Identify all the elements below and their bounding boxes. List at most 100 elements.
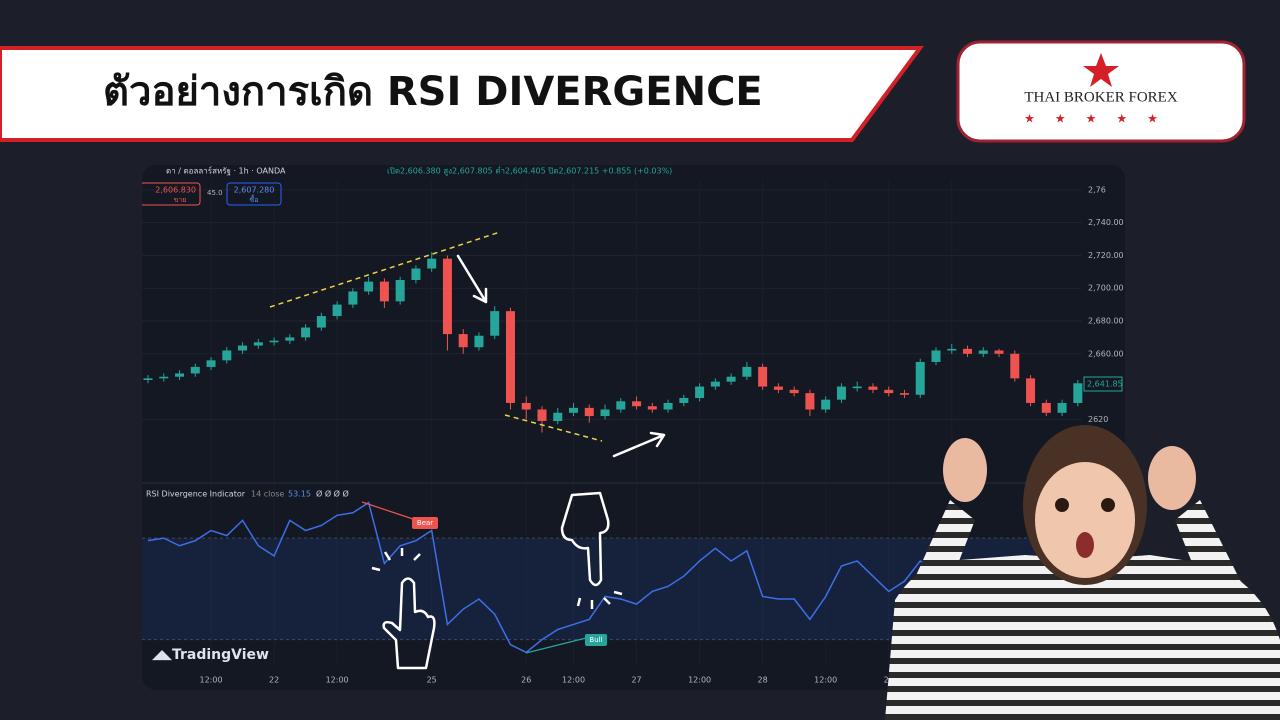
candle-body: [868, 386, 878, 390]
candle-body: [1057, 402, 1067, 413]
candle-body: [285, 337, 295, 341]
right-hand: [1148, 446, 1196, 510]
candle-body: [994, 350, 1004, 354]
x-tick-label: 28: [758, 676, 768, 685]
logo-name: THAI BROKER FOREX: [1024, 89, 1178, 105]
y-tick-label: 2,76: [1088, 185, 1106, 194]
sell-label: ขาย: [174, 196, 187, 204]
hand-up: [382, 577, 436, 670]
sell-box: [142, 182, 201, 206]
x-tick-label: 27: [631, 676, 641, 685]
logo-star: [1083, 53, 1119, 87]
left-hand: [943, 438, 987, 502]
y-tick-label: 2,700.00: [1088, 284, 1124, 293]
candle-body: [395, 280, 405, 302]
y-tick-label: 2,720.00: [1088, 251, 1124, 260]
spread: 45.0: [207, 189, 223, 197]
candle-body: [947, 348, 957, 351]
candle-body: [269, 340, 279, 343]
logo-stars: ★★★★★: [1024, 112, 1178, 126]
candle-body: [521, 402, 531, 410]
bear-tag: [412, 517, 438, 529]
candle-body: [569, 407, 579, 413]
left-sleeve: [905, 500, 975, 610]
candle-body: [143, 378, 153, 380]
candle-body: [1026, 378, 1036, 403]
candle-body: [616, 401, 626, 410]
rsi-last: 53.15: [288, 490, 311, 499]
buy-box: [226, 182, 282, 206]
candle-body: [301, 327, 311, 338]
symbol: ดา / ดอลลาร์สหรัฐ · 1h · OANDA: [166, 166, 286, 176]
tap-lines-1: [371, 548, 421, 572]
candle-body: [474, 335, 484, 348]
candle-body: [411, 268, 421, 280]
candle-body: [332, 304, 342, 317]
candle-body: [1073, 383, 1083, 403]
candle-body: [159, 376, 169, 379]
rsi-params: 14 close: [251, 490, 284, 499]
x-tick-label: 12:00: [814, 676, 837, 685]
candle-body: [442, 258, 452, 335]
left-eye: [1055, 498, 1069, 512]
candle-body: [253, 342, 263, 346]
candle-body: [836, 386, 846, 400]
candle-body: [963, 348, 973, 354]
candle-body: [1041, 402, 1051, 413]
candle-body: [458, 334, 468, 348]
candle-body: [190, 366, 200, 374]
watermark: TradingView: [172, 647, 269, 663]
title-banner: [0, 46, 924, 142]
arrow-down: [456, 254, 488, 304]
watermark-logo: ◢◣: [152, 648, 172, 663]
candle-body: [238, 345, 248, 351]
bull-line: [525, 635, 595, 654]
x-tick-label: 22: [269, 676, 279, 685]
candle-body: [553, 412, 563, 421]
buy-price: 2,607.280: [234, 186, 275, 195]
candle-body: [584, 407, 594, 417]
candle-body: [742, 366, 752, 377]
candle-body: [600, 409, 610, 417]
logo-box: [956, 40, 1246, 143]
x-tick-label: 26: [521, 676, 531, 685]
candle-body: [710, 381, 720, 387]
rsi-title: RSI Divergence Indicator: [146, 490, 246, 499]
trend-high: [269, 231, 501, 308]
kid-photo: [885, 425, 1280, 720]
arrows: [456, 254, 666, 458]
candle-body: [647, 406, 657, 410]
y-tick-label: 2,740.00: [1088, 218, 1124, 227]
candle-body: [537, 409, 547, 421]
bull-label: Bull: [589, 636, 602, 644]
candle-body: [379, 281, 389, 302]
y-tick-label: 2620: [1088, 415, 1108, 424]
candle-body: [695, 386, 705, 399]
candle-body: [316, 316, 326, 328]
price-box: [1083, 376, 1123, 392]
tap-lines-2: [576, 590, 623, 609]
candle-body: [222, 350, 232, 361]
candle-body: [899, 393, 909, 395]
title: ตัวอย่างการเกิด RSI DIVERGENCE: [103, 69, 763, 115]
hand-icons: [371, 491, 623, 670]
right-eye: [1101, 498, 1115, 512]
bear-line: [361, 501, 423, 523]
candle-body: [758, 366, 768, 387]
price-label: 2,641.85: [1087, 380, 1123, 389]
ohlc-legend: เปิด2,606.380 สูง2,607.805 ต่ำ2,604.405 …: [387, 165, 672, 177]
candle-body: [663, 402, 673, 410]
candle-body: [821, 399, 831, 410]
trend-low: [504, 414, 603, 442]
candle-body: [978, 350, 988, 354]
candle-body: [789, 389, 799, 394]
candle-body: [931, 350, 941, 362]
arrow-up: [612, 431, 666, 458]
candle-body: [348, 291, 358, 305]
mouth: [1076, 532, 1094, 558]
candle-body: [1010, 353, 1020, 379]
candle-body: [884, 389, 894, 394]
candle-body: [805, 393, 815, 410]
candle-body: [773, 386, 783, 390]
